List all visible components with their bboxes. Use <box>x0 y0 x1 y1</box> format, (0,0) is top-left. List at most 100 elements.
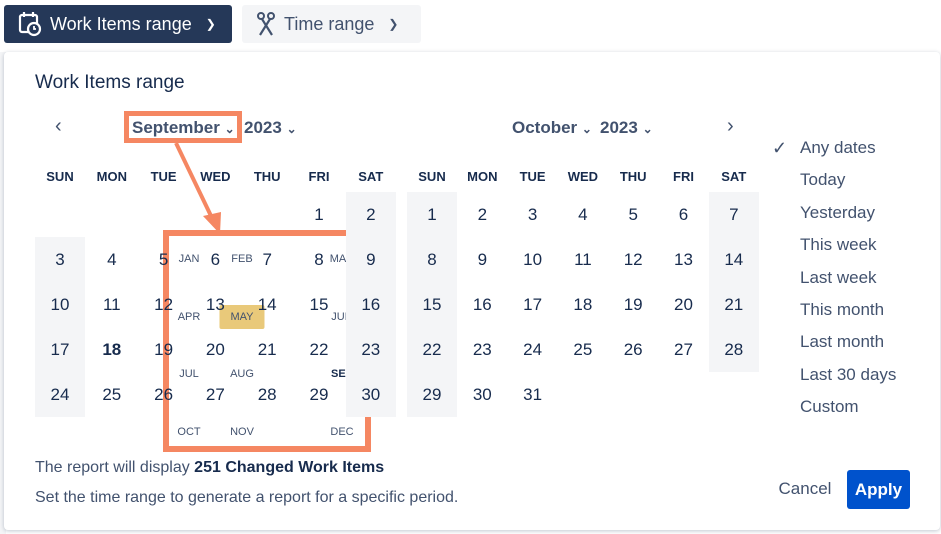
calendar-day[interactable]: 8 <box>407 237 457 282</box>
month-option-nov[interactable]: NOV <box>230 425 254 438</box>
calendar-day[interactable]: 24 <box>35 372 85 417</box>
weekday-header: TUE <box>519 169 546 184</box>
calendar-day[interactable]: 13 <box>205 295 225 314</box>
calendar-day[interactable]: 5 <box>158 250 169 269</box>
right-year-select[interactable]: 2023 ⌄ <box>600 118 653 138</box>
calendar-day[interactable]: 14 <box>257 295 277 314</box>
calendar-day[interactable]: 9 <box>345 237 396 282</box>
preset-custom[interactable]: Custom <box>800 397 859 417</box>
calendar-day[interactable]: 20 <box>205 340 225 359</box>
preset-last-month[interactable]: Last month <box>800 332 885 352</box>
calendar-day[interactable]: 9 <box>477 250 488 269</box>
left-year-label: 2023 <box>244 118 282 137</box>
next-month-button[interactable]: › <box>727 115 734 137</box>
calendar-day[interactable]: 24 <box>523 340 543 359</box>
cancel-button[interactable]: Cancel <box>778 479 832 498</box>
calendar-day[interactable]: 6 <box>210 250 221 269</box>
calendar-day[interactable]: 22 <box>309 340 329 359</box>
preset-yesterday[interactable]: Yesterday <box>800 202 875 222</box>
calendar-day[interactable]: 7 <box>708 192 759 237</box>
calendar-day[interactable]: 1 <box>407 192 457 237</box>
time-range-button[interactable]: Time range ❯ <box>242 5 421 43</box>
calendar-day[interactable]: 6 <box>678 205 689 224</box>
calendar-day[interactable]: 4 <box>578 205 588 224</box>
calendar-day[interactable]: 10 <box>35 282 85 327</box>
calendar-day[interactable]: 28 <box>708 327 759 372</box>
calendar-day[interactable]: 25 <box>102 385 122 404</box>
month-option-aug[interactable]: AUG <box>230 368 254 380</box>
calendar-day[interactable]: 30 <box>345 372 396 417</box>
calendar-day[interactable]: 15 <box>309 295 329 314</box>
calendar-day[interactable]: 3 <box>527 205 538 224</box>
month-option-may[interactable]: MAY <box>219 304 265 329</box>
work-items-range-button[interactable]: Work Items range ❯ <box>4 5 232 43</box>
calendar-day[interactable]: 21 <box>257 340 277 359</box>
calendar-day[interactable]: 15 <box>407 282 457 327</box>
calendar-day[interactable]: 17 <box>523 295 543 314</box>
calendar-day[interactable]: 11 <box>102 295 121 314</box>
calendar-day[interactable]: 7 <box>262 250 272 269</box>
calendar-day[interactable]: 5 <box>628 205 638 224</box>
weekday-header: TUE <box>150 169 177 184</box>
weekday-header: THU <box>619 169 647 184</box>
calendar-clock-icon <box>18 12 42 37</box>
calendar-day[interactable]: 22 <box>407 327 457 372</box>
apply-button[interactable]: Apply <box>847 470 910 509</box>
calendar-day[interactable]: 16 <box>345 282 396 327</box>
weekday-header: WED <box>567 169 599 184</box>
calendar-day[interactable]: 29 <box>309 385 329 404</box>
left-month-select[interactable]: September ⌄ <box>132 118 235 138</box>
calendar-day[interactable]: 28 <box>257 385 277 404</box>
calendar-day[interactable]: 19 <box>623 295 643 314</box>
preset-today[interactable]: Today <box>800 170 846 190</box>
calendar-day[interactable]: 14 <box>708 237 759 282</box>
calendar-day[interactable]: 16 <box>472 295 492 314</box>
calendar-day[interactable]: 12 <box>623 250 643 269</box>
preset-this-week[interactable]: This week <box>800 235 877 255</box>
month-option-apr[interactable]: APR <box>177 310 201 323</box>
calendar-day[interactable]: 13 <box>674 250 693 269</box>
calendar-day[interactable]: 31 <box>523 385 543 404</box>
calendar-day[interactable]: 21 <box>708 282 759 327</box>
calendar-day[interactable]: 17 <box>35 327 85 372</box>
calendar-day[interactable]: 2 <box>345 192 396 237</box>
calendar-day[interactable]: 26 <box>154 385 174 404</box>
month-option-dec[interactable]: DEC <box>330 425 354 438</box>
left-year-select[interactable]: 2023 ⌄ <box>244 118 297 138</box>
calendar-day[interactable]: 18 <box>102 340 122 359</box>
preset-this-month[interactable]: This month <box>800 300 885 319</box>
weekday-header: MON <box>96 169 127 184</box>
preset-last-30-days[interactable]: Last 30 days <box>800 364 897 384</box>
calendar-day[interactable]: 18 <box>573 295 593 314</box>
chevron-down-icon: ❯ <box>388 17 399 31</box>
month-option-feb[interactable]: FEB <box>231 253 253 265</box>
previous-month-button[interactable]: ‹ <box>55 115 62 137</box>
preset-any-dates[interactable]: Any dates <box>800 138 876 157</box>
month-option-jul[interactable]: JUL <box>179 368 199 380</box>
calendar-day[interactable]: 20 <box>674 295 693 314</box>
calendar-day[interactable]: 30 <box>472 385 492 404</box>
calendar-day[interactable]: 26 <box>623 340 643 359</box>
calendar-day[interactable]: 27 <box>205 385 225 404</box>
calendar-day[interactable]: 1 <box>314 205 324 224</box>
right-month-select[interactable]: October ⌄ <box>512 118 592 138</box>
calendar-day[interactable]: 4 <box>107 250 117 269</box>
calendar-day[interactable]: 3 <box>35 237 85 282</box>
preset-last-week[interactable]: Last week <box>800 267 877 287</box>
calendar-day[interactable]: 29 <box>407 372 457 417</box>
calendar-day[interactable]: 8 <box>314 250 324 269</box>
calendar-day[interactable]: 25 <box>573 340 593 359</box>
calendar-day[interactable]: 19 <box>154 340 174 359</box>
calendar-day[interactable]: 23 <box>345 327 396 372</box>
calendar-day[interactable]: 23 <box>472 340 492 359</box>
report-hint: Set the time range to generate a report … <box>35 489 459 506</box>
calendar-day[interactable]: 27 <box>674 340 693 359</box>
month-option-jan[interactable]: JAN <box>178 253 200 265</box>
calendar-day[interactable]: 10 <box>523 250 543 269</box>
weekday-header: SAT <box>721 169 747 184</box>
calendar-day[interactable]: 11 <box>574 250 592 269</box>
month-option-oct[interactable]: OCT <box>177 425 201 438</box>
chevron-down-icon: ⌄ <box>286 122 297 136</box>
calendar-day[interactable]: 12 <box>154 295 174 314</box>
calendar-day[interactable]: 2 <box>477 205 488 224</box>
